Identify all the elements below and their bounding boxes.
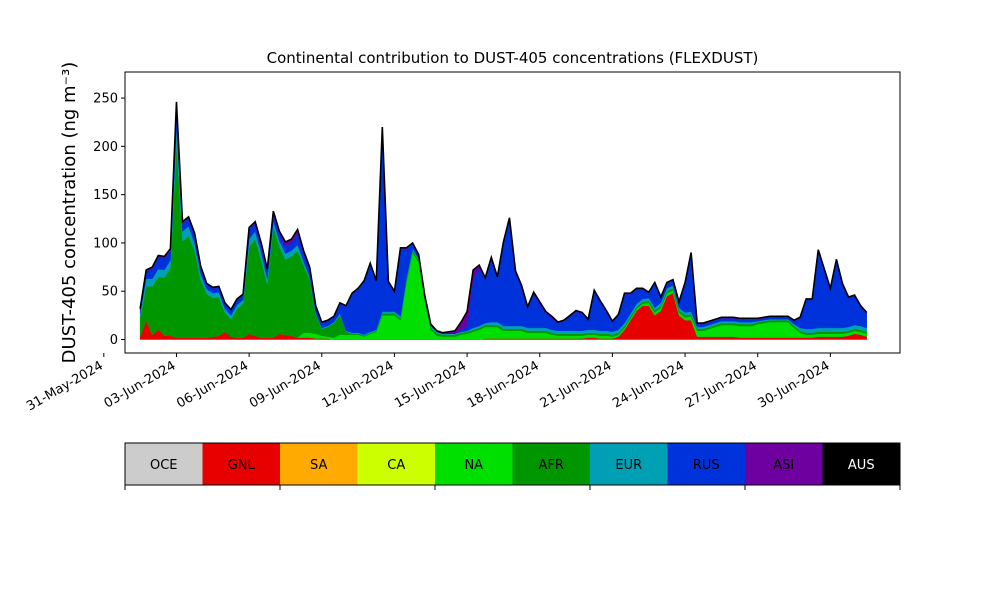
x-tick-label: 03-Jun-2024 xyxy=(102,358,179,411)
legend-label-rus: RUS xyxy=(693,458,720,473)
legend-swatch-gnl xyxy=(202,443,281,485)
legend-label-eur: EUR xyxy=(615,458,642,473)
legend-frame xyxy=(124,442,901,486)
legend-swatch-ca xyxy=(357,443,436,485)
legend-label-oce: OCE xyxy=(150,458,178,473)
legend-swatch-oce xyxy=(125,443,203,485)
legend-label-afr: AFR xyxy=(539,458,564,473)
x-axis-ticks: 31-May-202403-Jun-202406-Jun-202409-Jun-… xyxy=(24,353,832,414)
x-tick-label: 18-Jun-2024 xyxy=(465,358,542,411)
legend: OCE GNL SA CA NA AFR EUR RUS ASI AUS xyxy=(124,442,901,490)
stacked-areas xyxy=(139,101,867,340)
x-tick-label: 24-Jun-2024 xyxy=(610,358,687,411)
x-tick-label: 31-May-2024 xyxy=(24,358,106,414)
y-tick-label: 150 xyxy=(93,188,118,203)
legend-swatch-rus xyxy=(667,443,746,485)
y-tick-label: 0 xyxy=(110,333,118,348)
y-tick-label: 100 xyxy=(93,236,118,251)
x-tick-label: 09-Jun-2024 xyxy=(247,358,324,411)
y-tick-label: 50 xyxy=(101,285,118,300)
chart-title: Continental contribution to DUST-405 con… xyxy=(267,49,759,67)
legend-label-gnl: GNL xyxy=(228,458,256,473)
legend-swatch-eur xyxy=(590,443,668,485)
x-tick-label: 27-Jun-2024 xyxy=(683,358,760,411)
x-tick-label: 06-Jun-2024 xyxy=(174,358,251,411)
legend-swatch-aus xyxy=(822,443,901,485)
legend-swatch-afr xyxy=(512,443,591,485)
legend-label-asi: ASI xyxy=(773,458,794,473)
legend-label-na: NA xyxy=(464,458,483,473)
x-tick-label: 30-Jun-2024 xyxy=(756,358,833,411)
legend-label-ca: CA xyxy=(387,458,405,473)
legend-label-aus: AUS xyxy=(848,458,875,473)
y-axis-label: DUST-405 concentration (ng m⁻³) xyxy=(59,62,80,364)
legend-swatch-asi xyxy=(745,443,823,485)
legend-swatch-na xyxy=(435,443,513,485)
legend-swatch-sa xyxy=(280,443,358,485)
x-tick-label: 15-Jun-2024 xyxy=(392,358,469,411)
x-tick-label: 21-Jun-2024 xyxy=(538,358,615,411)
y-axis-ticks: 0 50 100 150 200 250 xyxy=(93,92,125,348)
legend-label-sa: SA xyxy=(310,458,327,473)
y-tick-label: 200 xyxy=(93,140,118,155)
x-tick-label: 12-Jun-2024 xyxy=(320,358,397,411)
plot-frame xyxy=(124,71,901,354)
total-line xyxy=(139,101,868,334)
total-line-group xyxy=(139,101,868,334)
y-tick-label: 250 xyxy=(93,92,118,107)
